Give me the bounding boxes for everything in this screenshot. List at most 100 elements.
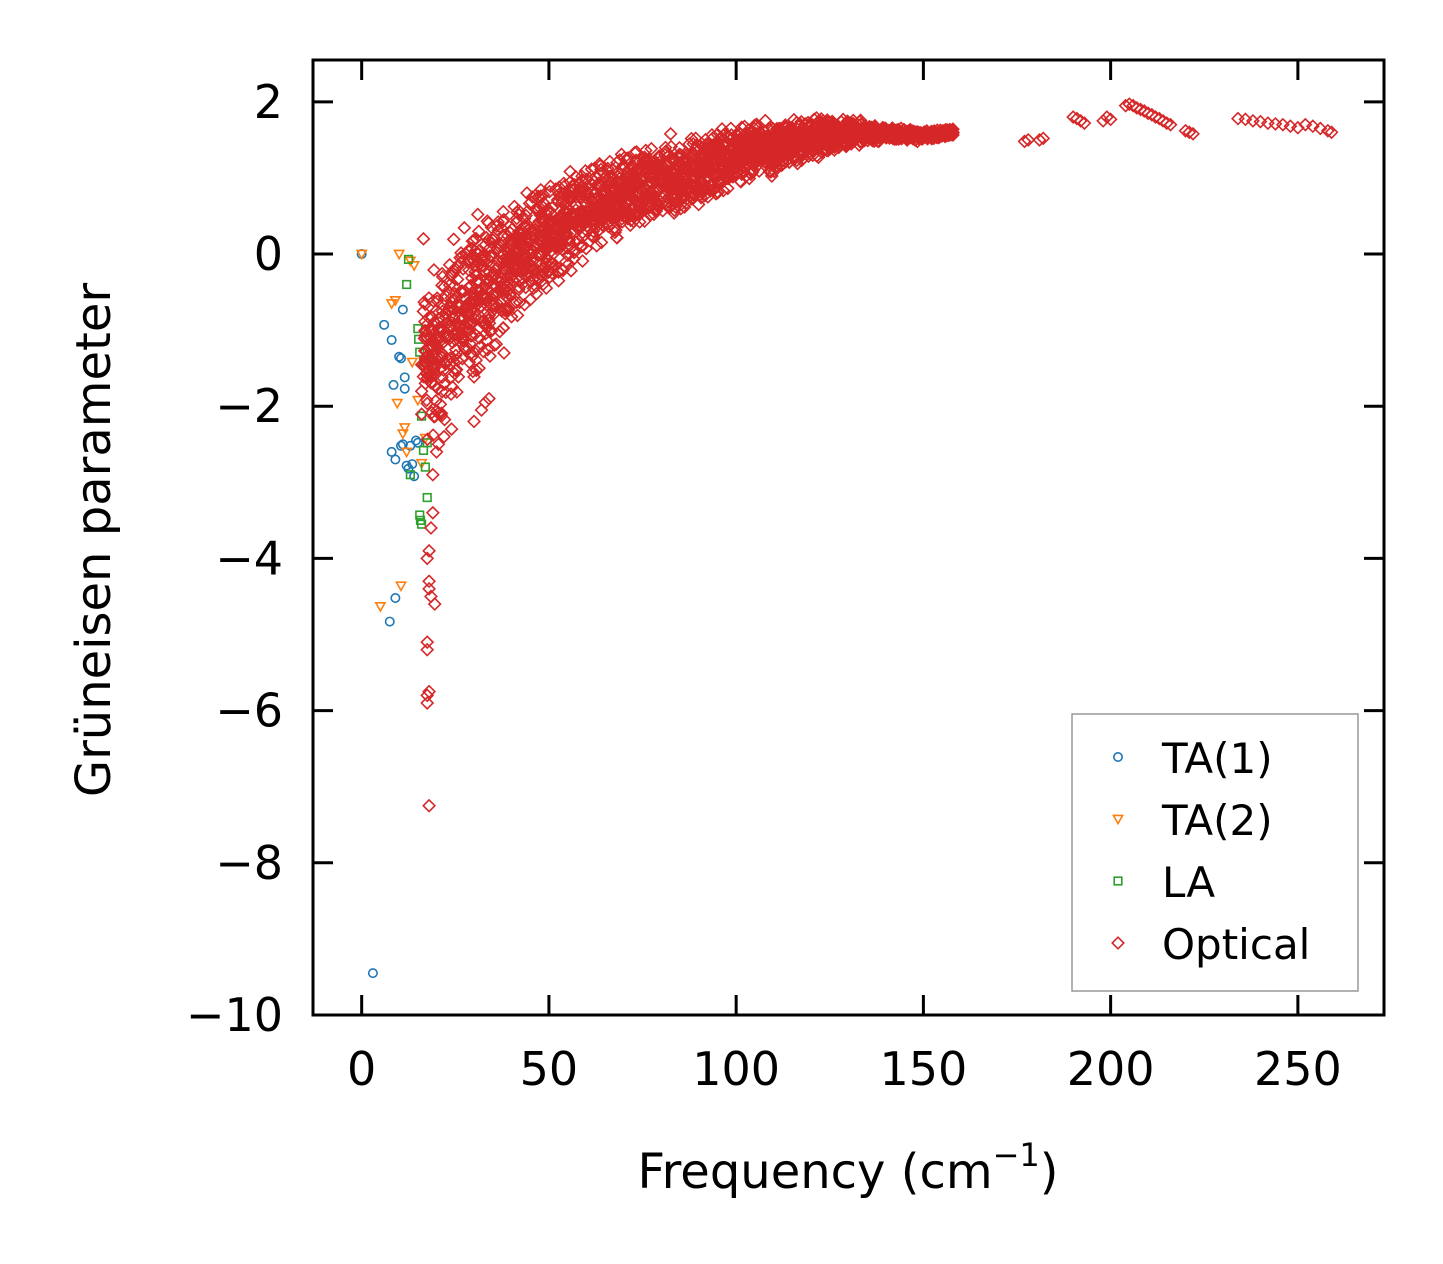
optical-point xyxy=(437,429,451,444)
optical-point xyxy=(426,359,441,373)
optical-point xyxy=(1103,112,1118,127)
optical-point xyxy=(1066,110,1081,125)
optical-point xyxy=(579,241,594,256)
optical-point xyxy=(1186,126,1200,141)
optical-point xyxy=(1156,113,1170,128)
optical-point xyxy=(420,642,435,657)
optical-point xyxy=(620,205,635,220)
optical-point xyxy=(497,303,512,318)
optical-point xyxy=(550,219,565,234)
optical-point xyxy=(433,361,448,376)
optical-point xyxy=(867,129,882,144)
optical-point xyxy=(637,150,652,165)
optical-point xyxy=(1077,116,1092,131)
optical-point xyxy=(414,384,429,399)
optical-point xyxy=(1129,101,1144,115)
optical-point xyxy=(605,169,620,184)
optical-point xyxy=(575,239,590,253)
optical-point xyxy=(606,206,621,221)
optical-point xyxy=(732,162,747,177)
optical-point xyxy=(609,230,624,245)
optical-point xyxy=(476,247,491,262)
optical-point xyxy=(580,172,594,187)
ta-1-point xyxy=(379,319,390,330)
optical-point xyxy=(511,203,526,218)
optical-point xyxy=(549,241,564,256)
optical-point xyxy=(1148,110,1163,125)
optical-point xyxy=(584,162,599,177)
optical-point xyxy=(442,278,457,293)
optical-point xyxy=(1320,123,1335,138)
optical-point xyxy=(605,162,620,177)
optical-point xyxy=(441,329,456,344)
optical-point xyxy=(865,133,880,148)
optical-point xyxy=(420,635,435,650)
optical-point xyxy=(467,369,481,384)
legend-label-optical: Optical xyxy=(1162,920,1310,969)
optical-point xyxy=(603,183,618,198)
optical-point xyxy=(575,225,590,240)
optical-point xyxy=(464,328,479,343)
optical-point xyxy=(711,185,725,200)
optical-point xyxy=(444,294,459,309)
optical-point xyxy=(489,337,504,352)
optical-point xyxy=(467,244,482,259)
optical-point xyxy=(774,127,788,142)
optical-point xyxy=(518,256,533,271)
y-axis-label: Grüneisen parameter xyxy=(66,283,122,798)
optical-point xyxy=(924,131,939,146)
la-point xyxy=(415,510,425,520)
optical-point xyxy=(658,197,672,211)
optical-point xyxy=(507,267,521,282)
optical-point xyxy=(770,153,785,168)
series-optical xyxy=(414,97,1339,813)
optical-point xyxy=(459,319,474,334)
optical-point xyxy=(545,256,560,271)
optical-point xyxy=(419,367,434,382)
optical-point xyxy=(468,327,482,342)
data-points xyxy=(355,97,1339,979)
la-point xyxy=(418,445,429,455)
la-point xyxy=(420,462,430,472)
optical-point xyxy=(482,391,496,406)
optical-point xyxy=(617,199,632,214)
ta-1-point xyxy=(384,616,395,627)
optical-point xyxy=(697,141,712,156)
optical-point xyxy=(472,330,487,345)
ta-1-point xyxy=(412,437,423,448)
ta-2-point xyxy=(374,601,387,613)
optical-point xyxy=(712,176,726,191)
optical-point xyxy=(459,306,474,321)
optical-point xyxy=(470,275,485,290)
optical-point xyxy=(420,432,435,447)
optical-point xyxy=(433,322,448,337)
la-point xyxy=(416,519,427,529)
optical-point xyxy=(430,349,445,364)
optical-point xyxy=(505,255,520,270)
optical-point xyxy=(673,201,688,216)
optical-point xyxy=(470,207,485,222)
optical-point xyxy=(635,202,650,217)
optical-point xyxy=(474,288,488,303)
optical-point xyxy=(532,214,547,229)
optical-point xyxy=(830,136,845,151)
optical-point xyxy=(438,357,453,372)
optical-point xyxy=(484,323,499,338)
optical-point xyxy=(429,444,444,459)
optical-point xyxy=(424,521,438,535)
optical-point xyxy=(532,258,547,273)
optical-point xyxy=(467,414,481,429)
optical-point xyxy=(442,257,457,272)
optical-point xyxy=(524,246,539,261)
la-point xyxy=(415,347,425,357)
optical-point xyxy=(416,231,431,246)
optical-point xyxy=(506,273,521,287)
optical-point xyxy=(901,124,916,139)
optical-point xyxy=(455,284,469,298)
optical-point xyxy=(718,126,733,141)
optical-point xyxy=(434,406,449,421)
la-point xyxy=(402,279,412,290)
optical-point xyxy=(542,229,557,244)
ta-1-point xyxy=(396,440,407,451)
optical-point xyxy=(478,395,493,410)
